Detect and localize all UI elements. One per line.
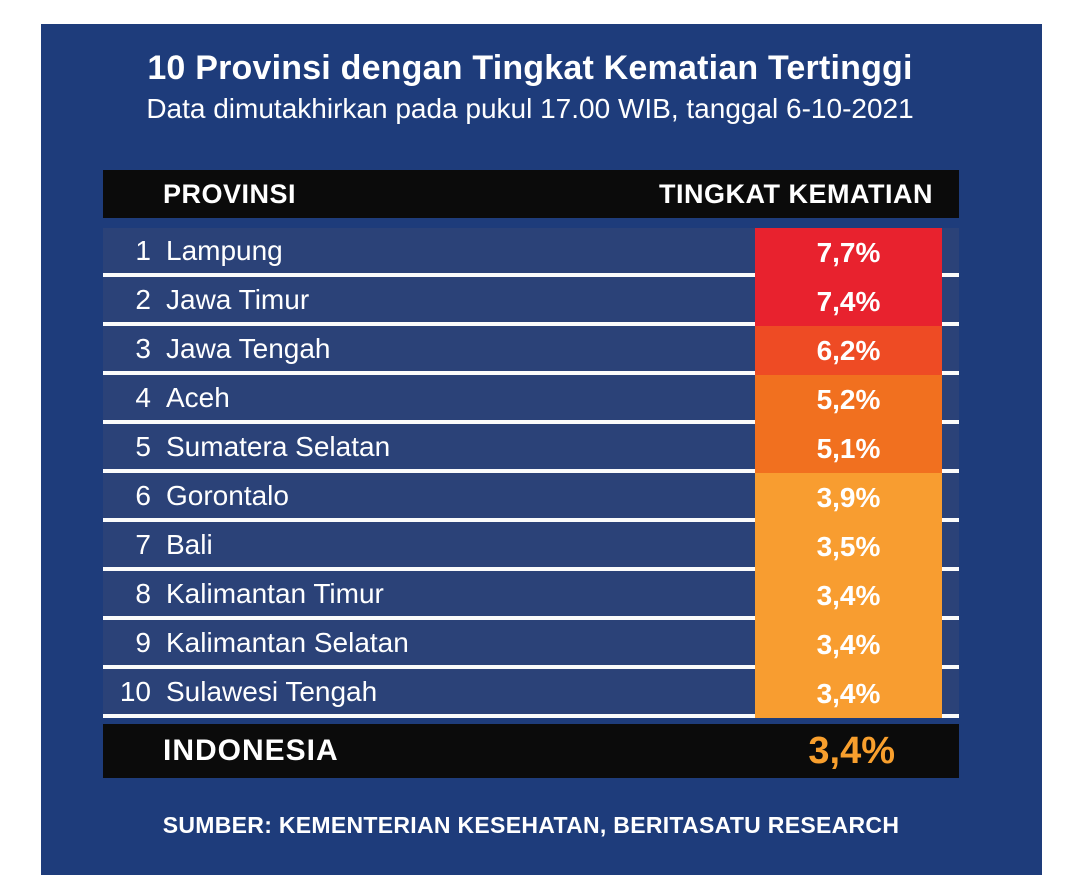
province-name: Jawa Tengah <box>166 332 331 364</box>
row-rank: 7 <box>135 528 151 560</box>
province-name: Gorontalo <box>166 479 289 511</box>
death-rate-value: 7,7% <box>755 228 942 277</box>
death-rate-value: 3,4% <box>755 669 942 718</box>
province-name: Sulawesi Tengah <box>166 675 378 707</box>
province-name: Bali <box>166 528 213 560</box>
table-header-row: PROVINSI TINGKAT KEMATIAN <box>103 170 959 218</box>
row-rank: 2 <box>135 283 151 315</box>
row-rank: 1 <box>135 234 151 266</box>
province-name: Kalimantan Selatan <box>166 626 409 658</box>
death-rate-column: 7,7% 7,4% 6,2% 5,2% 5,1% 3,9% 3,5% 3,4% … <box>755 228 942 718</box>
column-header-provinsi: PROVINSI <box>163 178 297 209</box>
row-rank: 10 <box>119 675 151 707</box>
summary-value: 3,4% <box>808 729 895 772</box>
row-rank: 3 <box>135 332 151 364</box>
header-gap <box>103 218 959 228</box>
death-rate-value: 3,9% <box>755 473 942 522</box>
row-rank: 8 <box>135 577 151 609</box>
death-rate-value: 3,5% <box>755 522 942 571</box>
row-rank: 6 <box>135 479 151 511</box>
death-rate-value: 6,2% <box>755 326 942 375</box>
table-body: 1 Lampung 2 Jawa Timur 3 Jawa Tengah 4 A… <box>103 228 959 718</box>
province-name: Kalimantan Timur <box>166 577 384 609</box>
column-header-tingkat-kematian: TINGKAT KEMATIAN <box>659 178 933 209</box>
row-rank: 4 <box>135 381 151 413</box>
title-block: 10 Provinsi dengan Tingkat Kematian Tert… <box>102 48 958 126</box>
row-rank: 9 <box>135 626 151 658</box>
province-name: Jawa Timur <box>166 283 310 315</box>
death-rate-value: 3,4% <box>755 620 942 669</box>
infographic-panel: 10 Provinsi dengan Tingkat Kematian Tert… <box>41 24 1042 875</box>
death-rate-value: 5,2% <box>755 375 942 424</box>
summary-label-indonesia: INDONESIA <box>163 734 339 767</box>
infographic-title: 10 Provinsi dengan Tingkat Kematian Tert… <box>147 49 913 87</box>
row-rank: 5 <box>135 430 151 462</box>
death-rate-table: PROVINSI TINGKAT KEMATIAN 1 Lampung 2 Ja… <box>103 170 959 778</box>
death-rate-value: 3,4% <box>755 571 942 620</box>
province-name: Aceh <box>166 381 230 413</box>
summary-row: INDONESIA 3,4% <box>103 724 959 778</box>
death-rate-value: 5,1% <box>755 424 942 473</box>
update-timestamp: Data dimutakhirkan pada pukul 17.00 WIB,… <box>146 93 914 124</box>
province-name: Lampung <box>166 234 283 266</box>
source-attribution: SUMBER: KEMENTERIAN KESEHATAN, BERITASAT… <box>162 812 900 838</box>
death-rate-value: 7,4% <box>755 277 942 326</box>
province-name: Sumatera Selatan <box>166 430 391 462</box>
